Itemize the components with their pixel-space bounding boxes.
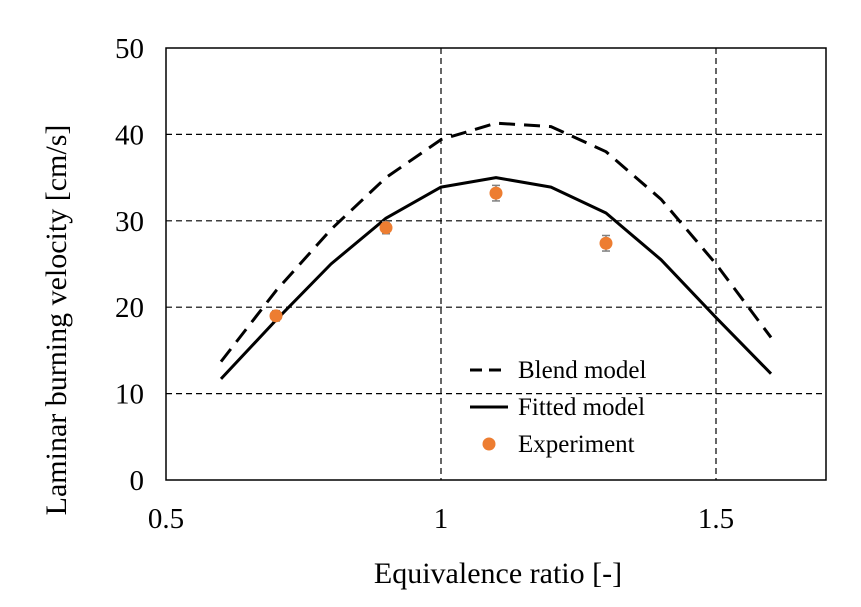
series-layer [219, 121, 773, 380]
y-tick-label: 50 [115, 33, 144, 65]
y-tick-label: 40 [115, 119, 144, 151]
tick-labels: 0 10 20 30 40 50 0.5 1 1.5 [115, 33, 734, 535]
x-axis-label: Equivalence ratio [-] [374, 557, 622, 590]
y-tick-label: 10 [115, 379, 144, 411]
y-tick-label: 20 [115, 292, 144, 324]
experiment-point [599, 236, 613, 250]
legend-label-experiment: Experiment [518, 431, 635, 458]
experiment-point [489, 186, 503, 200]
y-axis-label: Laminar burning velocity [cm/s] [40, 125, 73, 516]
y-tick-label: 30 [115, 206, 144, 238]
x-tick-label: 0.5 [148, 503, 184, 535]
x-tick-label: 1.5 [698, 503, 734, 535]
legend: Blend model Fitted model Experiment [470, 357, 647, 458]
experiment-point [269, 309, 283, 323]
experiment-point [379, 221, 393, 235]
plot-border [165, 47, 827, 481]
grid-lines [166, 48, 826, 480]
blend-model-line [219, 121, 773, 363]
legend-label-fitted-model: Fitted model [518, 394, 645, 421]
legend-label-blend-model: Blend model [518, 357, 647, 384]
x-tick-label: 1 [434, 503, 449, 535]
y-tick-label: 0 [130, 465, 145, 497]
fitted-model-line [219, 176, 773, 380]
legend-marker-experiment [482, 437, 496, 451]
plot-frame [165, 47, 827, 481]
